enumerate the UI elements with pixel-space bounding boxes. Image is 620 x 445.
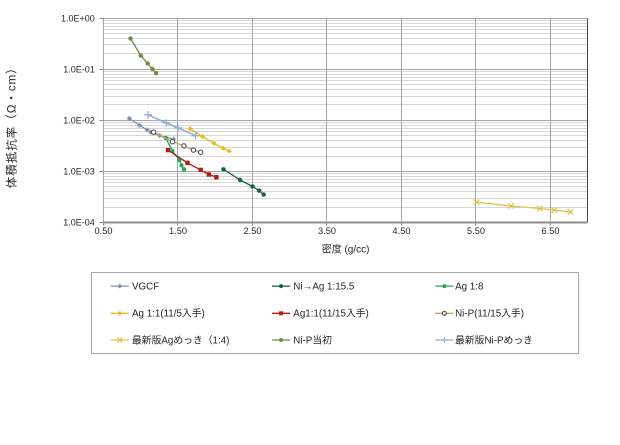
- svg-text:1.0E-01: 1.0E-01: [63, 65, 95, 75]
- svg-text:1.50: 1.50: [169, 226, 187, 236]
- svg-text:最新版Ni-Pめっき: 最新版Ni-Pめっき: [455, 333, 533, 346]
- svg-text:6.50: 6.50: [542, 226, 560, 236]
- svg-text:VGCF: VGCF: [132, 281, 159, 292]
- svg-text:体積抵抗率（Ω・cm）: 体積抵抗率（Ω・cm）: [4, 61, 18, 188]
- svg-text:1.0E-04: 1.0E-04: [63, 218, 95, 228]
- svg-text:1.0E-02: 1.0E-02: [63, 116, 95, 126]
- svg-text:Ag1:1(11/15入手): Ag1:1(11/15入手): [293, 307, 369, 320]
- svg-text:Ni-P当初: Ni-P当初: [293, 333, 332, 346]
- svg-text:4.50: 4.50: [393, 226, 411, 236]
- svg-text:Ag 1:1(11/5入手): Ag 1:1(11/5入手): [132, 307, 205, 320]
- svg-text:密度 (g/cc): 密度 (g/cc): [322, 243, 370, 256]
- svg-text:Ag 1:8: Ag 1:8: [455, 281, 484, 292]
- svg-text:3.50: 3.50: [318, 226, 336, 236]
- svg-text:Ni-P(11/15入手): Ni-P(11/15入手): [455, 307, 524, 320]
- svg-text:最新版Agめっき（1:4): 最新版Agめっき（1:4): [132, 333, 229, 346]
- svg-text:2.50: 2.50: [244, 226, 262, 236]
- svg-text:5.50: 5.50: [467, 226, 485, 236]
- svg-text:0.50: 0.50: [95, 226, 113, 236]
- svg-text:Ni→Ag 1:15.5: Ni→Ag 1:15.5: [293, 281, 355, 292]
- svg-text:1.0E-03: 1.0E-03: [63, 167, 95, 177]
- svg-text:1.0E+00: 1.0E+00: [61, 14, 95, 24]
